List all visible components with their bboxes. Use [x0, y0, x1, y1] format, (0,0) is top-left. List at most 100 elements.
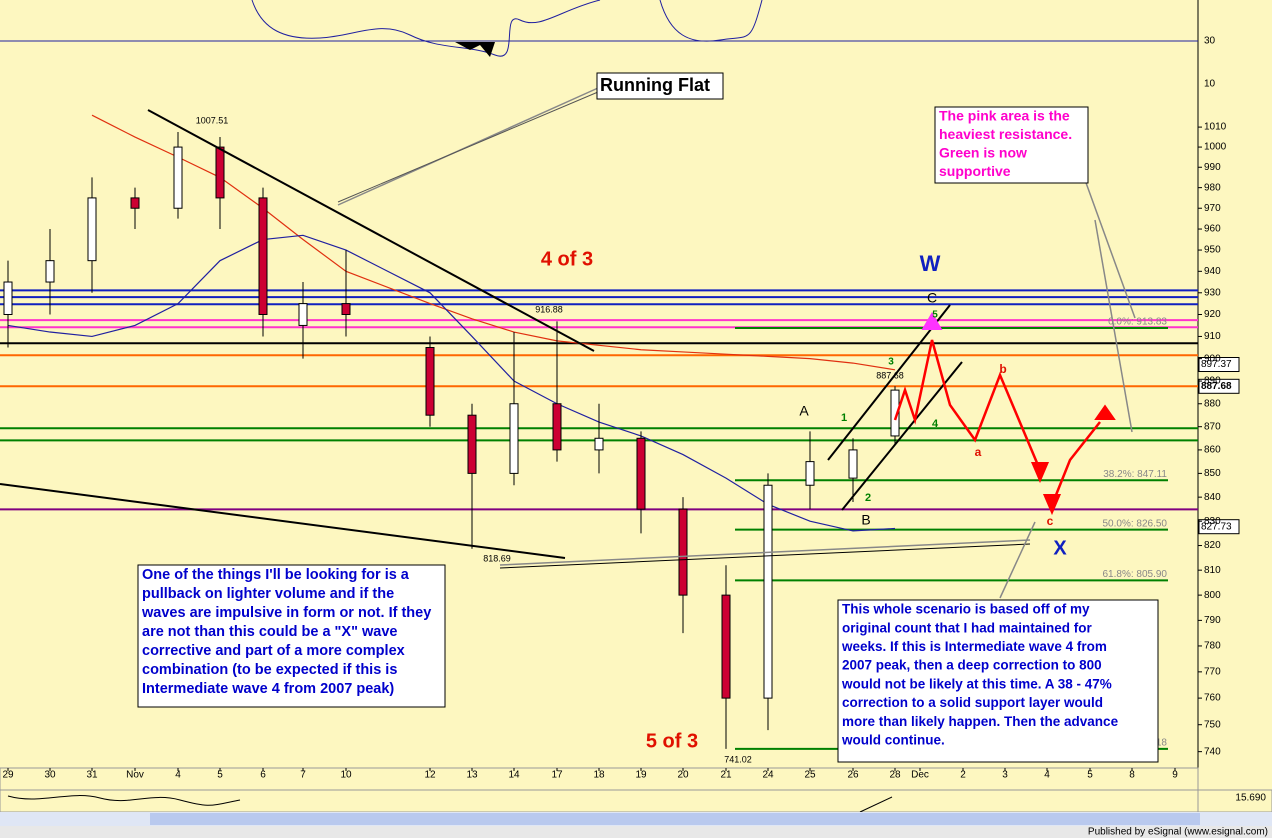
annotation: A	[799, 403, 809, 419]
note-line: supportive	[939, 163, 1011, 179]
x-tick-label: 7	[300, 770, 306, 781]
y-tick-label: 820	[1204, 540, 1221, 551]
moving-average	[7, 234, 896, 532]
note-line: The pink area is the	[939, 108, 1070, 124]
x-tick-label: 26	[847, 770, 859, 781]
price-tag-box	[1198, 357, 1240, 373]
x-tick-label: Nov	[126, 770, 144, 781]
price-tag-box	[1198, 519, 1240, 535]
y-tick-label: 870	[1204, 421, 1221, 432]
scroll-thumb[interactable]	[150, 813, 1200, 825]
candle-body	[509, 403, 519, 474]
annotation: W	[920, 251, 941, 276]
candle-body	[721, 594, 731, 699]
candle-body	[890, 389, 900, 437]
x-tick-label: 4	[175, 770, 181, 781]
candle-body	[425, 347, 435, 416]
x-tick-label: Dec	[911, 770, 929, 781]
y-tick-label: 970	[1204, 203, 1221, 214]
note-line: corrective and part of a more complex	[142, 643, 405, 659]
fib-label: 18	[1156, 738, 1168, 749]
y-tick-label: 930	[1204, 287, 1221, 298]
trend-line	[0, 483, 566, 559]
note-line: waves are impulsive in form or not. If t…	[141, 605, 431, 621]
y-tick-label: 780	[1204, 641, 1221, 652]
annotation-box	[596, 72, 724, 100]
x-tick-label: 29	[2, 770, 14, 781]
y-tick-label: 760	[1204, 693, 1221, 704]
price-tag-box	[1198, 378, 1240, 394]
y-tick-label: 880	[1204, 398, 1221, 409]
price-axis-panel	[1198, 0, 1272, 790]
x-tick-label: 4	[1044, 770, 1050, 781]
x-tick-label: 24	[762, 770, 774, 781]
note-line: Intermediate wave 4 from 2007 peak)	[142, 681, 394, 697]
x-tick-label: 31	[86, 770, 98, 781]
pointer	[1094, 219, 1133, 433]
lower-indicator-curve	[859, 796, 893, 813]
candle-body	[848, 449, 858, 479]
x-tick-label: 13	[466, 770, 478, 781]
annotation: 3	[888, 357, 894, 368]
price-tag: 887.68	[1201, 381, 1232, 392]
indicator-histogram	[455, 42, 495, 57]
footer: Published by eSignal (www.esignal.com)	[1088, 827, 1268, 838]
note-line: would continue.	[841, 732, 945, 747]
x-tick-label: 17	[551, 770, 563, 781]
candle-body	[341, 303, 351, 315]
trend-line	[147, 109, 595, 352]
fib-label: 38.2%: 847.11	[1103, 469, 1167, 480]
y-tick-label: 800	[1204, 590, 1221, 601]
annotation: X	[1053, 537, 1067, 559]
note-line: weeks. If this is Intermediate wave 4 fr…	[841, 639, 1107, 654]
channel-line	[841, 361, 963, 511]
x-tick-label: 5	[1087, 770, 1093, 781]
candle-body	[805, 461, 815, 486]
annotation: b	[999, 362, 1006, 376]
note-line: 2007 peak, then a deep correction to 800	[842, 658, 1102, 673]
y-tick-label: 890	[1204, 376, 1221, 387]
candle-body	[130, 197, 140, 209]
annotation: 818.69	[483, 553, 511, 563]
trend-line	[499, 543, 1031, 569]
note-box	[137, 564, 446, 708]
annotation: 4 of 3	[541, 248, 593, 270]
y-tick-label: 750	[1204, 719, 1221, 730]
candle-body	[215, 146, 225, 199]
y-tick-label: 860	[1204, 445, 1221, 456]
projection-arrow	[1030, 404, 1116, 516]
note-line: heaviest resistance.	[939, 126, 1072, 142]
candle-body	[173, 146, 183, 209]
footer-bar	[0, 826, 1272, 838]
y-tick-label: 920	[1204, 309, 1221, 320]
note-line: more than likely happen. Then the advanc…	[842, 714, 1119, 729]
y-tick-label: 1010	[1204, 122, 1227, 133]
y-tick-label: 850	[1204, 468, 1221, 479]
indicator-curve	[251, 0, 763, 57]
x-tick-label: 30	[44, 770, 56, 781]
price-tag: 897.37	[1201, 359, 1232, 370]
annotation: 1007.51	[196, 115, 229, 125]
price-tag: 827.73	[1201, 521, 1232, 532]
y-tick-label: 770	[1204, 667, 1221, 678]
pointer	[337, 91, 599, 203]
channel-line	[827, 304, 951, 461]
fib-label: 0.0%: 913.83	[1108, 317, 1167, 328]
note-line: original count that I had maintained for	[842, 620, 1093, 635]
x-tick-label: 9	[1172, 770, 1178, 781]
x-tick-label: 14	[508, 770, 520, 781]
x-tick-label: 18	[593, 770, 605, 781]
annotation: 1	[841, 412, 847, 424]
note-line: are not than this could be a "X" wave	[142, 624, 397, 640]
candle-body	[636, 437, 646, 510]
fib-label: 61.8%: 805.90	[1103, 569, 1168, 580]
y-tick-label: 830	[1204, 516, 1221, 527]
annotation: 5	[932, 310, 938, 321]
annotation: 2	[865, 492, 871, 504]
note-line: pullback on lighter volume and if the	[142, 586, 394, 602]
candle-body	[258, 197, 268, 315]
y-tick-label: 810	[1204, 565, 1221, 576]
fib-label: 50.0%: 826.50	[1103, 518, 1168, 529]
candle-body	[467, 414, 477, 474]
